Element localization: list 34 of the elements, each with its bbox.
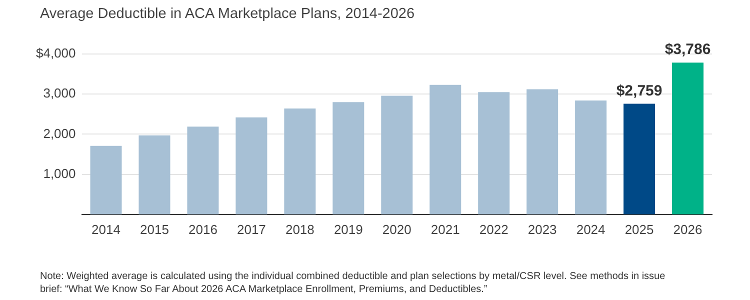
x-tick-label: 2020 (382, 222, 412, 237)
x-tick-label: 2021 (430, 222, 460, 237)
x-tick-label: 2025 (624, 222, 654, 237)
x-tick-label: 2024 (576, 222, 606, 237)
bar (90, 146, 122, 214)
bar (138, 135, 170, 214)
bar (526, 89, 558, 214)
bar (672, 62, 704, 214)
bar (236, 117, 268, 214)
text: Note: Weighted average is calculated using the individual combined deductible and plan selections by metal/CSR level. See methods in issue brief: “What We Know So Far About 2026 ACA Marketplace Enrollment, Premiums, and Deductibles.” (40, 270, 666, 296)
bar (478, 92, 510, 214)
x-tick-label: 2026 (673, 222, 702, 237)
x-tick-label: 2016 (188, 222, 218, 237)
x-tick-label: 2014 (92, 222, 120, 237)
data-label: $3,786 (664, 41, 711, 58)
bar (381, 96, 413, 214)
bar (187, 126, 219, 214)
bar (575, 100, 607, 214)
y-tick-label: 1,000 (43, 166, 76, 181)
bar (284, 108, 316, 214)
chart-title: Average Deductible in ACA Marketplace Plans, 2014-2026 (40, 6, 415, 22)
y-tick-label: $4,000 (36, 46, 76, 61)
x-tick-label: 2019 (334, 222, 363, 237)
bar (430, 84, 462, 214)
x-tick-label: 2018 (285, 222, 314, 237)
x-tick-label: 2023 (528, 222, 557, 237)
data-label: $2,759 (616, 82, 662, 100)
bar (624, 104, 656, 214)
x-tick-label: 2015 (140, 222, 169, 237)
x-tick-label: 2022 (479, 222, 508, 237)
y-tick-label: 2,000 (43, 126, 76, 141)
x-tick-label: 2017 (236, 222, 266, 237)
y-tick-label: 3,000 (43, 86, 76, 101)
bar (332, 102, 364, 214)
